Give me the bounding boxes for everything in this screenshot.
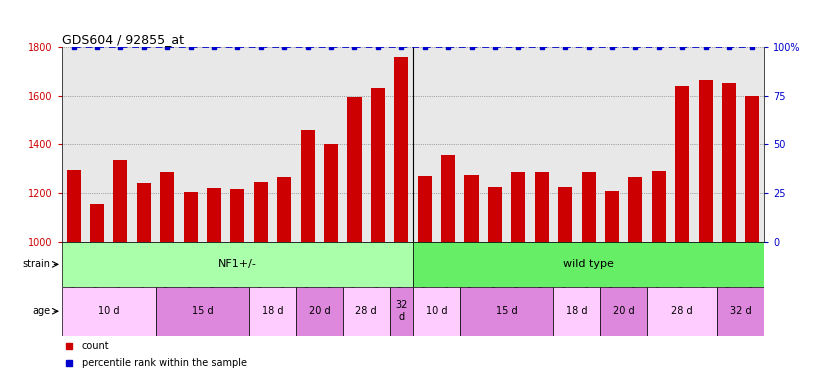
- Text: age: age: [32, 306, 50, 316]
- Bar: [601, 287, 647, 336]
- Bar: [605, 190, 619, 242]
- Bar: [464, 175, 478, 242]
- Bar: [652, 171, 666, 242]
- Text: 15 d: 15 d: [496, 306, 517, 316]
- Text: percentile rank within the sample: percentile rank within the sample: [82, 358, 247, 368]
- Bar: [647, 287, 717, 336]
- Bar: [343, 287, 390, 336]
- Bar: [675, 86, 689, 242]
- Bar: [155, 287, 249, 336]
- Text: 20 d: 20 d: [309, 306, 330, 316]
- Bar: [62, 242, 413, 287]
- Bar: [62, 287, 155, 336]
- Bar: [582, 172, 596, 242]
- Bar: [413, 287, 460, 336]
- Bar: [390, 287, 413, 336]
- Bar: [296, 287, 343, 336]
- Bar: [278, 177, 292, 242]
- Bar: [230, 189, 244, 242]
- Bar: [441, 155, 455, 242]
- Text: NF1+/-: NF1+/-: [218, 260, 257, 269]
- Bar: [394, 57, 408, 242]
- Bar: [90, 204, 104, 242]
- Text: 10 d: 10 d: [98, 306, 120, 316]
- Bar: [460, 287, 553, 336]
- Bar: [67, 170, 81, 242]
- Text: 18 d: 18 d: [566, 306, 587, 316]
- Bar: [348, 97, 362, 242]
- Bar: [629, 177, 643, 242]
- Text: 32 d: 32 d: [730, 306, 752, 316]
- Bar: [553, 287, 601, 336]
- Bar: [413, 242, 764, 287]
- Bar: [699, 80, 713, 242]
- Text: 28 d: 28 d: [355, 306, 377, 316]
- Bar: [488, 187, 502, 242]
- Text: 18 d: 18 d: [262, 306, 283, 316]
- Bar: [745, 96, 759, 242]
- Text: 20 d: 20 d: [613, 306, 634, 316]
- Bar: [717, 287, 764, 336]
- Bar: [254, 182, 268, 242]
- Text: strain: strain: [22, 260, 50, 269]
- Bar: [722, 84, 736, 242]
- Bar: [183, 192, 197, 242]
- Bar: [534, 172, 548, 242]
- Bar: [249, 287, 296, 336]
- Bar: [418, 176, 432, 242]
- Bar: [301, 130, 315, 242]
- Text: count: count: [82, 341, 109, 351]
- Bar: [371, 88, 385, 242]
- Bar: [324, 144, 338, 242]
- Bar: [137, 183, 151, 242]
- Bar: [207, 188, 221, 242]
- Text: 15 d: 15 d: [192, 306, 213, 316]
- Bar: [160, 172, 174, 242]
- Text: wild type: wild type: [563, 260, 614, 269]
- Text: 32
d: 32 d: [395, 300, 407, 322]
- Text: 10 d: 10 d: [425, 306, 447, 316]
- Bar: [511, 172, 525, 242]
- Bar: [113, 160, 127, 242]
- Text: GDS604 / 92855_at: GDS604 / 92855_at: [62, 33, 184, 46]
- Bar: [558, 187, 572, 242]
- Text: 28 d: 28 d: [672, 306, 693, 316]
